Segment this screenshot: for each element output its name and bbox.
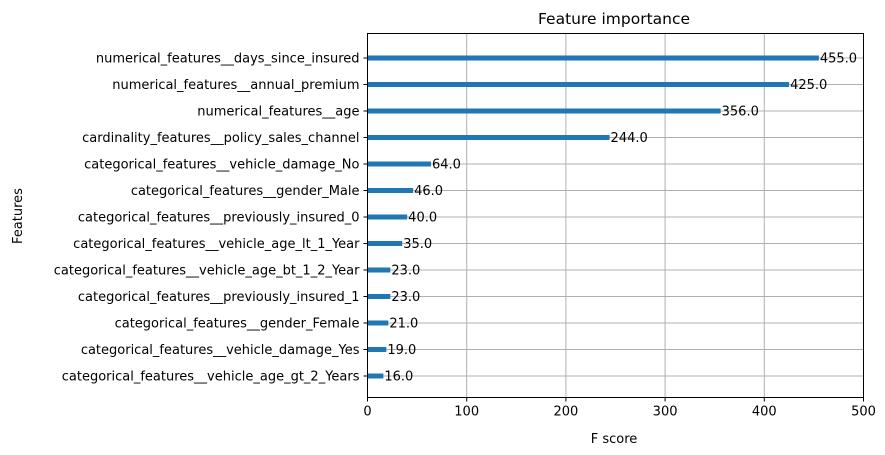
bar-value-label: 40.0: [408, 211, 437, 226]
y-tick-label: categorical_features__vehicle_age_gt_2_Y…: [62, 370, 360, 385]
x-tick-label: 100: [454, 405, 479, 420]
y-tick-label: categorical_features__gender_Male: [131, 184, 360, 199]
bar: [367, 347, 387, 352]
bar: [367, 267, 391, 273]
bars: [367, 55, 819, 379]
y-tick-label: categorical_features__vehicle_damage_Yes: [81, 343, 360, 358]
y-tick-label: categorical_features__gender_Female: [115, 317, 360, 332]
bar-value-label: 46.0: [414, 184, 443, 199]
bar: [367, 294, 391, 299]
bar: [367, 188, 414, 193]
bar: [367, 82, 790, 87]
bar: [367, 161, 431, 167]
bar-value-label: 23.0: [391, 290, 420, 305]
bar-value-label: 356.0: [722, 105, 759, 120]
x-axis-label: F score: [591, 432, 638, 447]
y-tick-label: categorical_features__previously_insured…: [78, 211, 360, 226]
bar: [367, 241, 403, 246]
x-tick-label: 0: [363, 405, 371, 420]
y-tick-label: numerical_features__age: [197, 105, 359, 120]
bar-value-label: 16.0: [384, 370, 413, 385]
chart-title: Feature importance: [538, 10, 690, 28]
bar-value-label: 455.0: [820, 52, 857, 67]
bar-value-label: 425.0: [790, 78, 827, 93]
bar-value-label: 244.0: [611, 131, 648, 146]
bar: [367, 135, 610, 140]
y-tick-label: categorical_features__previously_insured…: [78, 290, 360, 305]
y-tick-label: numerical_features__annual_premium: [112, 78, 359, 93]
bar-value-label: 23.0: [391, 264, 420, 279]
bar-value-labels: 455.0 425.0 356.0 244.0 64.0 46.0 40.0 35.0 23.0…: [384, 52, 857, 385]
y-tick-label: categorical_features__vehicle_age_lt_1_Y…: [73, 237, 360, 252]
plot-frame: [367, 33, 864, 398]
y-tick-label: categorical_features__vehicle_damage_No: [84, 158, 359, 173]
x-axis-ticks: 0 100 200 300 400 500: [363, 397, 876, 420]
x-tick-label: 400: [752, 405, 777, 420]
x-tick-label: 500: [851, 405, 876, 420]
bar-value-label: 19.0: [387, 343, 416, 358]
y-tick-label: categorical_features__vehicle_age_bt_1_2…: [54, 264, 360, 279]
bar-value-label: 21.0: [389, 317, 418, 332]
y-axis-ticks: numerical_features__days_since_insurednu…: [54, 52, 368, 385]
y-tick-label: numerical_features__days_since_insured: [96, 52, 360, 67]
bar-value-label: 64.0: [432, 158, 461, 173]
bar: [367, 373, 384, 379]
bar: [367, 214, 408, 220]
bar: [367, 108, 721, 114]
x-tick-label: 300: [653, 405, 678, 420]
x-tick-label: 200: [553, 405, 578, 420]
bar-value-label: 35.0: [403, 237, 432, 252]
y-axis-label: Features: [11, 188, 26, 244]
y-tick-label: cardinality_features__policy_sales_chann…: [82, 131, 359, 146]
bar: [367, 320, 389, 326]
bar: [367, 55, 819, 61]
